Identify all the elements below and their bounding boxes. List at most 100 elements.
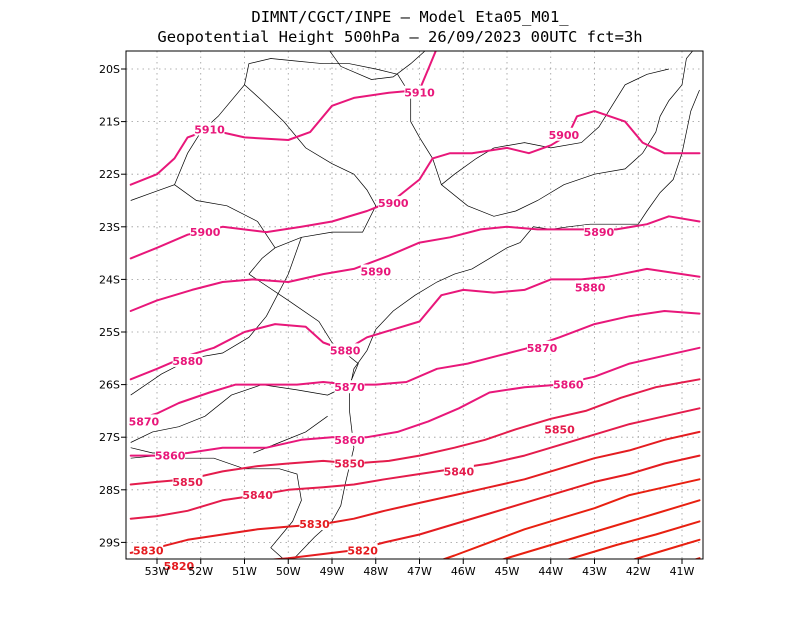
lon-tick-label: 53W: [145, 565, 170, 578]
contour-label-bg: [553, 377, 584, 391]
contour-line-5860: [129, 346, 701, 457]
contour-label-bg: [544, 422, 575, 436]
contour-label-bg: [242, 488, 273, 502]
lon-tick-label: 48W: [363, 565, 388, 578]
contour-label-bg: [583, 225, 614, 239]
lon-tick-label: 47W: [407, 565, 432, 578]
contour-label: 5900: [378, 197, 409, 210]
lon-tick-label: 41W: [670, 565, 695, 578]
lat-tick-label: 29S: [99, 536, 120, 549]
contour-label: 5890: [360, 266, 391, 279]
latitude-ticks: 20S 21S 22S 23S 24S 25S 26S 27S 28S 29S: [99, 63, 126, 549]
contour-label: 5860: [155, 450, 186, 463]
contour-label-bg: [527, 340, 557, 354]
contour-label: 5880: [575, 281, 606, 294]
contour-line-5890: [129, 215, 701, 312]
contour-label-bg: [334, 432, 365, 446]
contour-label-bg: [360, 264, 391, 278]
contour-label: 5870: [129, 415, 160, 428]
contour-label: 5850: [172, 476, 203, 489]
lon-tick-label: 51W: [232, 565, 257, 578]
contour-label: 5900: [190, 226, 221, 239]
lon-tick-label: 42W: [626, 565, 651, 578]
contour-label-bg: [172, 474, 203, 488]
contour-label-bg: [334, 380, 365, 394]
contour-label: 5880: [172, 355, 203, 368]
contour-line: [566, 520, 701, 559]
contour-label: 5870: [334, 381, 365, 394]
lon-tick-label: 49W: [320, 565, 345, 578]
coastline-north: [375, 89, 700, 330]
state-border: [130, 237, 302, 396]
lon-tick-label: 44W: [538, 565, 563, 578]
contour-label: 5820: [164, 560, 195, 573]
contour-line: [631, 538, 701, 559]
contour-label-bg: [163, 559, 194, 573]
lat-tick-label: 28S: [99, 484, 120, 497]
contour-label: 5830: [133, 544, 164, 557]
contour-label-bg: [378, 196, 409, 210]
contour-label: 5910: [194, 123, 225, 136]
map-title-line2: Geopotential Height 500hPa – 26/09/2023 …: [157, 28, 642, 46]
state-border: [174, 184, 276, 248]
contour-label: 5850: [544, 423, 575, 436]
state-border: [130, 58, 398, 201]
lat-tick-label: 22S: [99, 168, 120, 181]
contour-line-5870: [129, 310, 701, 423]
lat-tick-label: 27S: [99, 431, 120, 444]
contour-line-5830: [129, 430, 701, 554]
height-contours: [129, 51, 701, 559]
contour-label: 5820: [347, 544, 378, 557]
contour-labels: 5910 5910 5900 5900 5900 5890 5890 5880 5880 5880…: [128, 85, 615, 573]
contour-label: 5870: [527, 342, 558, 355]
contour-label-bg: [548, 127, 579, 141]
contour-label: 5830: [299, 518, 330, 531]
contour-label: 5860: [553, 379, 584, 392]
contour-label: 5890: [584, 226, 615, 239]
contour-line-5850: [129, 378, 701, 486]
contour-line: [500, 499, 701, 559]
contour-line-5840: [129, 407, 701, 520]
contour-label-bg: [172, 353, 203, 367]
lat-tick-label: 26S: [99, 379, 120, 392]
contour-label: 5880: [330, 344, 361, 357]
contour-label: 5910: [404, 87, 435, 100]
contour-label-bg: [299, 516, 330, 530]
contour-label: 5850: [334, 458, 365, 471]
longitude-ticks: 53W 52W 51W 50W 49W 48W 47W 46W 45W 44W 43W 42W 41W: [145, 559, 695, 578]
contour-label: 5840: [242, 489, 273, 502]
state-border: [397, 51, 694, 217]
contour-label-bg: [334, 456, 365, 470]
state-border: [244, 84, 377, 275]
lon-tick-label: 43W: [582, 565, 607, 578]
contour-label-bg: [133, 543, 164, 557]
lon-tick-label: 52W: [188, 565, 213, 578]
contour-label-bg: [330, 343, 361, 357]
coastline-south: [292, 329, 377, 559]
state-border: [441, 68, 669, 185]
contour-line-5900: [129, 110, 701, 260]
lat-tick-label: 20S: [99, 63, 120, 76]
contour-label-bg: [575, 280, 606, 294]
lon-tick-label: 50W: [276, 565, 301, 578]
contour-line: [441, 478, 701, 559]
contour-line-5880: [129, 267, 701, 381]
contour-line-5820: [267, 454, 701, 559]
contour-label-bg: [404, 85, 435, 99]
contour-label-bg: [347, 543, 378, 557]
contour-label-bg: [155, 448, 186, 462]
contour-label-bg: [190, 225, 221, 239]
contour-line-5910: [129, 51, 437, 186]
lat-tick-label: 21S: [99, 116, 120, 129]
contour-label-bg: [128, 414, 159, 428]
state-border: [329, 51, 426, 80]
contour-label: 5860: [334, 434, 365, 447]
state-border: [130, 273, 359, 443]
lat-tick-label: 25S: [99, 326, 120, 339]
contour-label: 5900: [549, 129, 580, 142]
lon-tick-label: 46W: [451, 565, 476, 578]
plot-frame: [125, 50, 704, 560]
contour-label: 5840: [444, 465, 475, 478]
contour-label-bg: [194, 122, 225, 136]
